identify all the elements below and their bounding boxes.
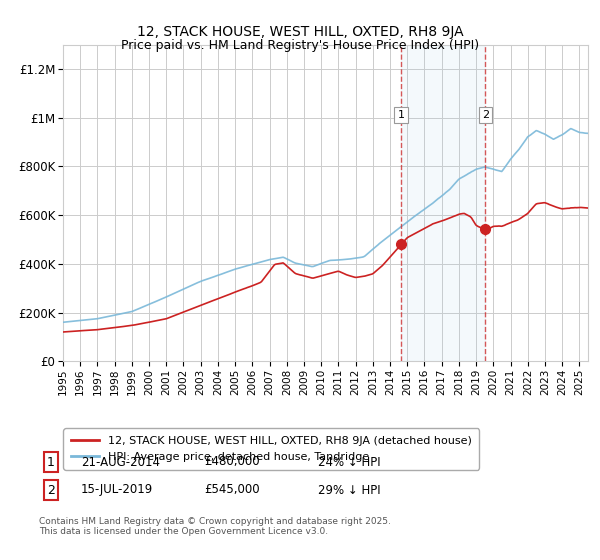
- Text: £480,000: £480,000: [204, 455, 260, 469]
- Text: 29% ↓ HPI: 29% ↓ HPI: [318, 483, 380, 497]
- Bar: [401, 45, 485, 361]
- Text: 15-JUL-2019: 15-JUL-2019: [81, 483, 153, 497]
- Text: 12, STACK HOUSE, WEST HILL, OXTED, RH8 9JA: 12, STACK HOUSE, WEST HILL, OXTED, RH8 9…: [137, 25, 463, 39]
- Text: 2: 2: [482, 110, 489, 120]
- Text: 2: 2: [47, 483, 55, 497]
- Text: Contains HM Land Registry data © Crown copyright and database right 2025.
This d: Contains HM Land Registry data © Crown c…: [39, 517, 391, 536]
- Text: 24% ↓ HPI: 24% ↓ HPI: [318, 455, 380, 469]
- Text: 21-AUG-2014: 21-AUG-2014: [81, 455, 160, 469]
- Legend: 12, STACK HOUSE, WEST HILL, OXTED, RH8 9JA (detached house), HPI: Average price,: 12, STACK HOUSE, WEST HILL, OXTED, RH8 9…: [64, 428, 479, 470]
- Text: 1: 1: [398, 110, 404, 120]
- Text: Price paid vs. HM Land Registry's House Price Index (HPI): Price paid vs. HM Land Registry's House …: [121, 39, 479, 52]
- Text: £545,000: £545,000: [204, 483, 260, 497]
- Text: 1: 1: [47, 455, 55, 469]
